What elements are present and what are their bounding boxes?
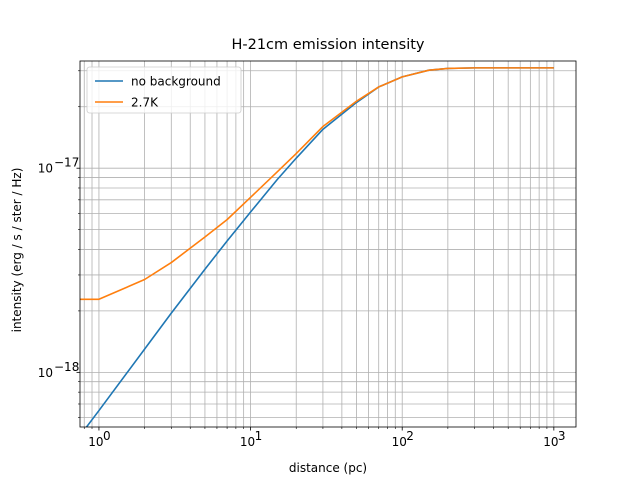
- y-tick-label: 10: [38, 162, 53, 176]
- x-tick-label: 10: [240, 435, 255, 449]
- x-axis-label: distance (pc): [289, 461, 367, 475]
- legend-label-0: no background: [131, 75, 221, 89]
- legend-label-1: 2.7K: [131, 96, 159, 110]
- x-tick-exponent: 2: [406, 429, 414, 443]
- y-tick-label: 10: [38, 366, 53, 380]
- x-tick-exponent: 0: [103, 429, 111, 443]
- x-tick-label: 10: [392, 435, 407, 449]
- y-axis-label: intensity (erg / s / ster / Hz): [10, 168, 24, 333]
- x-tick-label: 10: [543, 435, 558, 449]
- legend-box: [86, 66, 242, 114]
- grid: [80, 61, 576, 427]
- x-tick-exponent: 3: [558, 429, 566, 443]
- y-tick-exponent: −18: [54, 360, 79, 374]
- legend: no background 2.7K: [86, 66, 242, 114]
- plot-frame: [79, 60, 577, 428]
- plot-lines: [80, 67, 554, 427]
- y-tick-exponent: −17: [54, 156, 79, 170]
- x-tick-exponent: 1: [255, 429, 263, 443]
- chart-title: H-21cm emission intensity: [231, 37, 424, 53]
- series-line-1: [80, 67, 554, 301]
- x-tick-label: 10: [88, 435, 103, 449]
